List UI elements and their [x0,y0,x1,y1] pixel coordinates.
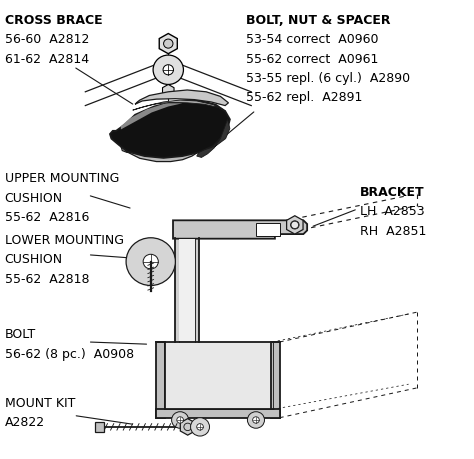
Circle shape [126,238,175,285]
Circle shape [177,417,183,423]
Text: 53-54 correct  A0960: 53-54 correct A0960 [246,33,379,46]
Polygon shape [197,119,230,157]
Circle shape [197,424,203,430]
Polygon shape [135,90,228,106]
Circle shape [164,39,173,48]
Text: BOLT, NUT & SPACER: BOLT, NUT & SPACER [246,14,391,27]
Text: BRACKET: BRACKET [360,186,425,199]
Text: 55-62 correct  A0961: 55-62 correct A0961 [246,52,379,66]
Text: 55-62  A2818: 55-62 A2818 [5,273,89,286]
Polygon shape [110,100,230,158]
Polygon shape [173,220,307,239]
Text: BOLT: BOLT [5,328,36,341]
Text: CUSHION: CUSHION [5,253,63,267]
Polygon shape [133,100,225,111]
Bar [95,422,104,432]
Polygon shape [121,103,182,129]
Text: 55-62  A2816: 55-62 A2816 [5,211,89,224]
Text: LOWER MOUNTING: LOWER MOUNTING [5,234,124,247]
Bar [271,342,280,418]
Text: LH  A2853: LH A2853 [360,205,425,218]
Polygon shape [180,419,195,435]
Text: 55-62 repl.  A2891: 55-62 repl. A2891 [246,91,363,104]
Circle shape [163,65,173,75]
Text: 61-62  A2814: 61-62 A2814 [5,52,89,66]
Text: CROSS BRACE: CROSS BRACE [5,14,102,27]
Bar [156,409,280,418]
Polygon shape [163,84,174,97]
Circle shape [247,412,264,428]
Text: A2822: A2822 [5,416,45,430]
Circle shape [291,221,299,229]
Circle shape [172,412,189,428]
Text: 53-55 repl. (6 cyl.)  A2890: 53-55 repl. (6 cyl.) A2890 [246,72,410,85]
Polygon shape [287,216,303,234]
Text: 56-60  A2812: 56-60 A2812 [5,33,89,46]
Polygon shape [159,34,177,54]
Circle shape [184,423,191,431]
Text: 56-62 (8 pc.)  A0908: 56-62 (8 pc.) A0908 [5,347,134,361]
Circle shape [153,55,183,84]
Polygon shape [256,223,280,236]
Text: UPPER MOUNTING: UPPER MOUNTING [5,172,119,185]
Polygon shape [121,129,205,162]
Circle shape [191,418,210,436]
Text: CUSHION: CUSHION [5,191,63,205]
Circle shape [143,254,158,269]
Circle shape [253,417,259,423]
Text: RH  A2851: RH A2851 [360,224,427,238]
Bar [175,238,199,342]
Text: MOUNT KIT: MOUNT KIT [5,397,75,410]
Bar [156,342,165,418]
Circle shape [291,221,299,229]
Bar [179,239,195,341]
Bar [156,342,280,418]
